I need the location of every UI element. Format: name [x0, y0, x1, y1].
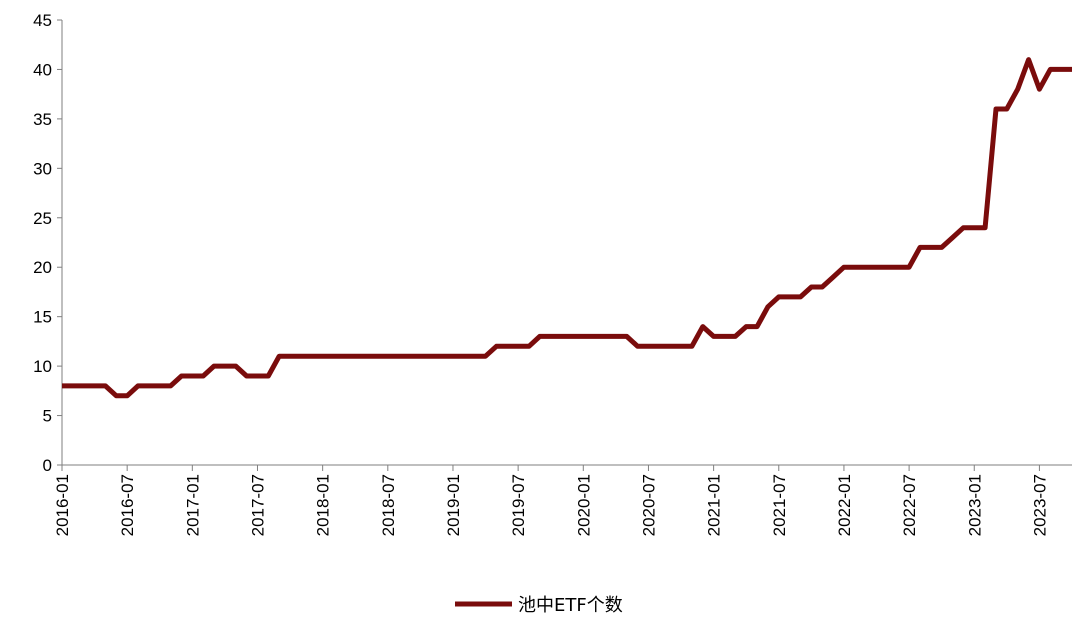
x-tick-label: 2022-01 — [835, 474, 854, 536]
x-tick-label: 2017-01 — [183, 474, 202, 536]
x-tick-label: 2016-01 — [53, 474, 72, 536]
y-axis: 0 5 10 15 20 25 30 35 40 45 — [33, 11, 63, 475]
x-tick-label: 2021-07 — [770, 474, 789, 536]
x-tick-label: 2023-07 — [1030, 474, 1049, 536]
y-tick-label: 30 — [33, 159, 52, 178]
x-tick-label: 2021-01 — [705, 474, 724, 536]
y-tick-label: 0 — [43, 456, 52, 475]
plot-area — [62, 57, 1072, 399]
y-tick-label: 35 — [33, 110, 52, 129]
x-tick-label: 2017-07 — [248, 474, 267, 536]
x-tick-label: 2023-01 — [965, 474, 984, 536]
x-tick-label: 2018-01 — [314, 474, 333, 536]
y-tick-label: 10 — [33, 357, 52, 376]
x-tick-label: 2018-07 — [379, 474, 398, 536]
x-tick-label: 2019-07 — [509, 474, 528, 536]
y-tick-label: 20 — [33, 258, 52, 277]
x-tick-label: 2020-01 — [574, 474, 593, 536]
y-tick-label: 15 — [33, 308, 52, 327]
legend-label: 池中ETF个数 — [518, 595, 623, 616]
x-tick-label: 2016-07 — [118, 474, 137, 536]
legend: 池中ETF个数 — [455, 595, 623, 616]
x-axis: 2016-01 2016-07 2017-01 2017-07 2018-01 2018-… — [53, 464, 1072, 536]
y-tick-label: 25 — [33, 209, 52, 228]
x-tick-label: 2020-07 — [639, 474, 658, 536]
y-tick-label: 40 — [33, 60, 52, 79]
y-tick-label: 45 — [33, 11, 52, 30]
series-line — [62, 57, 1072, 399]
x-tick-label: 2022-07 — [900, 474, 919, 536]
x-tick-label: 2019-01 — [444, 474, 463, 536]
y-tick-label: 5 — [43, 407, 52, 426]
